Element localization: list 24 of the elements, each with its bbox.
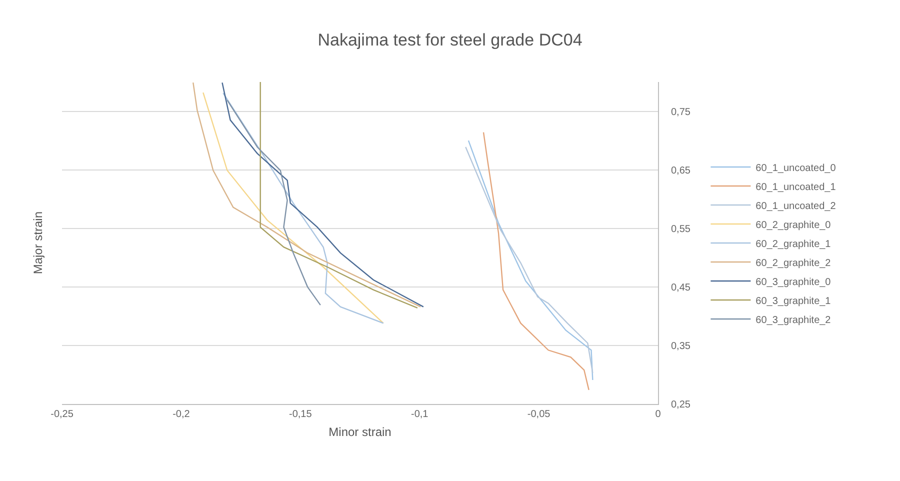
- legend-label: 60_1_uncoated_1: [756, 182, 836, 193]
- y-tick-label: 0,45: [671, 282, 691, 294]
- y-tick-label: 0,75: [671, 106, 691, 118]
- y-tick-label: 0,55: [671, 224, 691, 235]
- legend-label: 60_2_graphite_2: [756, 258, 832, 269]
- legend-label: 60_3_graphite_0: [756, 276, 832, 288]
- x-tick-label: 0: [655, 409, 662, 420]
- x-tick-label: -0,05: [527, 409, 551, 420]
- legend-label: 60_3_graphite_2: [756, 314, 832, 326]
- x-tick-label: -0,15: [289, 409, 312, 420]
- legend-label: 60_3_graphite_1: [756, 296, 832, 307]
- y-axis-title: Major strain: [31, 211, 46, 274]
- legend-label: 60_2_graphite_0: [756, 220, 832, 231]
- chart-title: Nakajima test for steel grade DC04: [318, 30, 582, 50]
- y-tick-label: 0,35: [671, 340, 691, 352]
- x-tick-label: -0,25: [50, 409, 74, 420]
- legend-label: 60_2_graphite_1: [756, 238, 832, 250]
- y-tick-label: 0,65: [671, 165, 691, 176]
- x-tick-label: -0,2: [172, 409, 190, 420]
- legend-label: 60_1_uncoated_2: [756, 200, 836, 212]
- legend-label: 60_1_uncoated_0: [756, 162, 836, 174]
- y-tick-label: 0,25: [671, 400, 691, 410]
- x-axis-title: Minor strain: [328, 424, 392, 439]
- x-tick-label: -0,1: [410, 409, 429, 420]
